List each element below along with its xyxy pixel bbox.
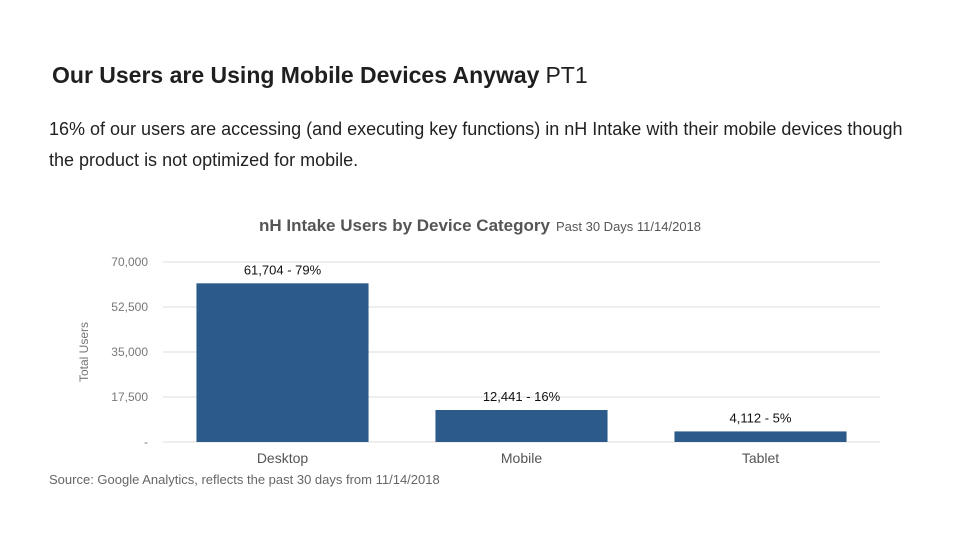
data-label: 12,441 - 16%	[483, 389, 561, 404]
bar-mobile	[435, 410, 608, 442]
y-tick-label: 17,500	[111, 390, 148, 404]
intro-paragraph: 16% of our users are accessing (and exec…	[49, 119, 903, 170]
y-tick-label: 70,000	[111, 255, 148, 269]
y-tick-label: 35,000	[111, 345, 148, 359]
chart-subtitle: Past 30 Days 11/14/2018	[556, 219, 701, 234]
slide-title: Our Users are Using Mobile Devices Anywa…	[52, 62, 588, 89]
x-tick-label: Mobile	[501, 450, 542, 466]
x-tick-label: Tablet	[742, 450, 779, 466]
slide-title-main: Our Users are Using Mobile Devices Anywa…	[52, 62, 540, 88]
y-tick-label: -	[144, 435, 148, 449]
bar-desktop	[196, 283, 369, 442]
y-axis-title: Total Users	[77, 322, 91, 382]
y-tick-label: 52,500	[111, 300, 148, 314]
bar-tablet	[674, 431, 847, 442]
chart-title: nH Intake Users by Device Category Past 3…	[259, 216, 701, 235]
source-note: Source: Google Analytics, reflects the p…	[49, 472, 440, 487]
x-tick-label: Desktop	[257, 450, 309, 466]
data-label: 4,112 - 5%	[730, 410, 792, 425]
data-label: 61,704 - 79%	[244, 262, 322, 277]
chart-title-main: nH Intake Users by Device Category	[259, 216, 551, 235]
slide-title-suffix: PT1	[545, 62, 588, 88]
